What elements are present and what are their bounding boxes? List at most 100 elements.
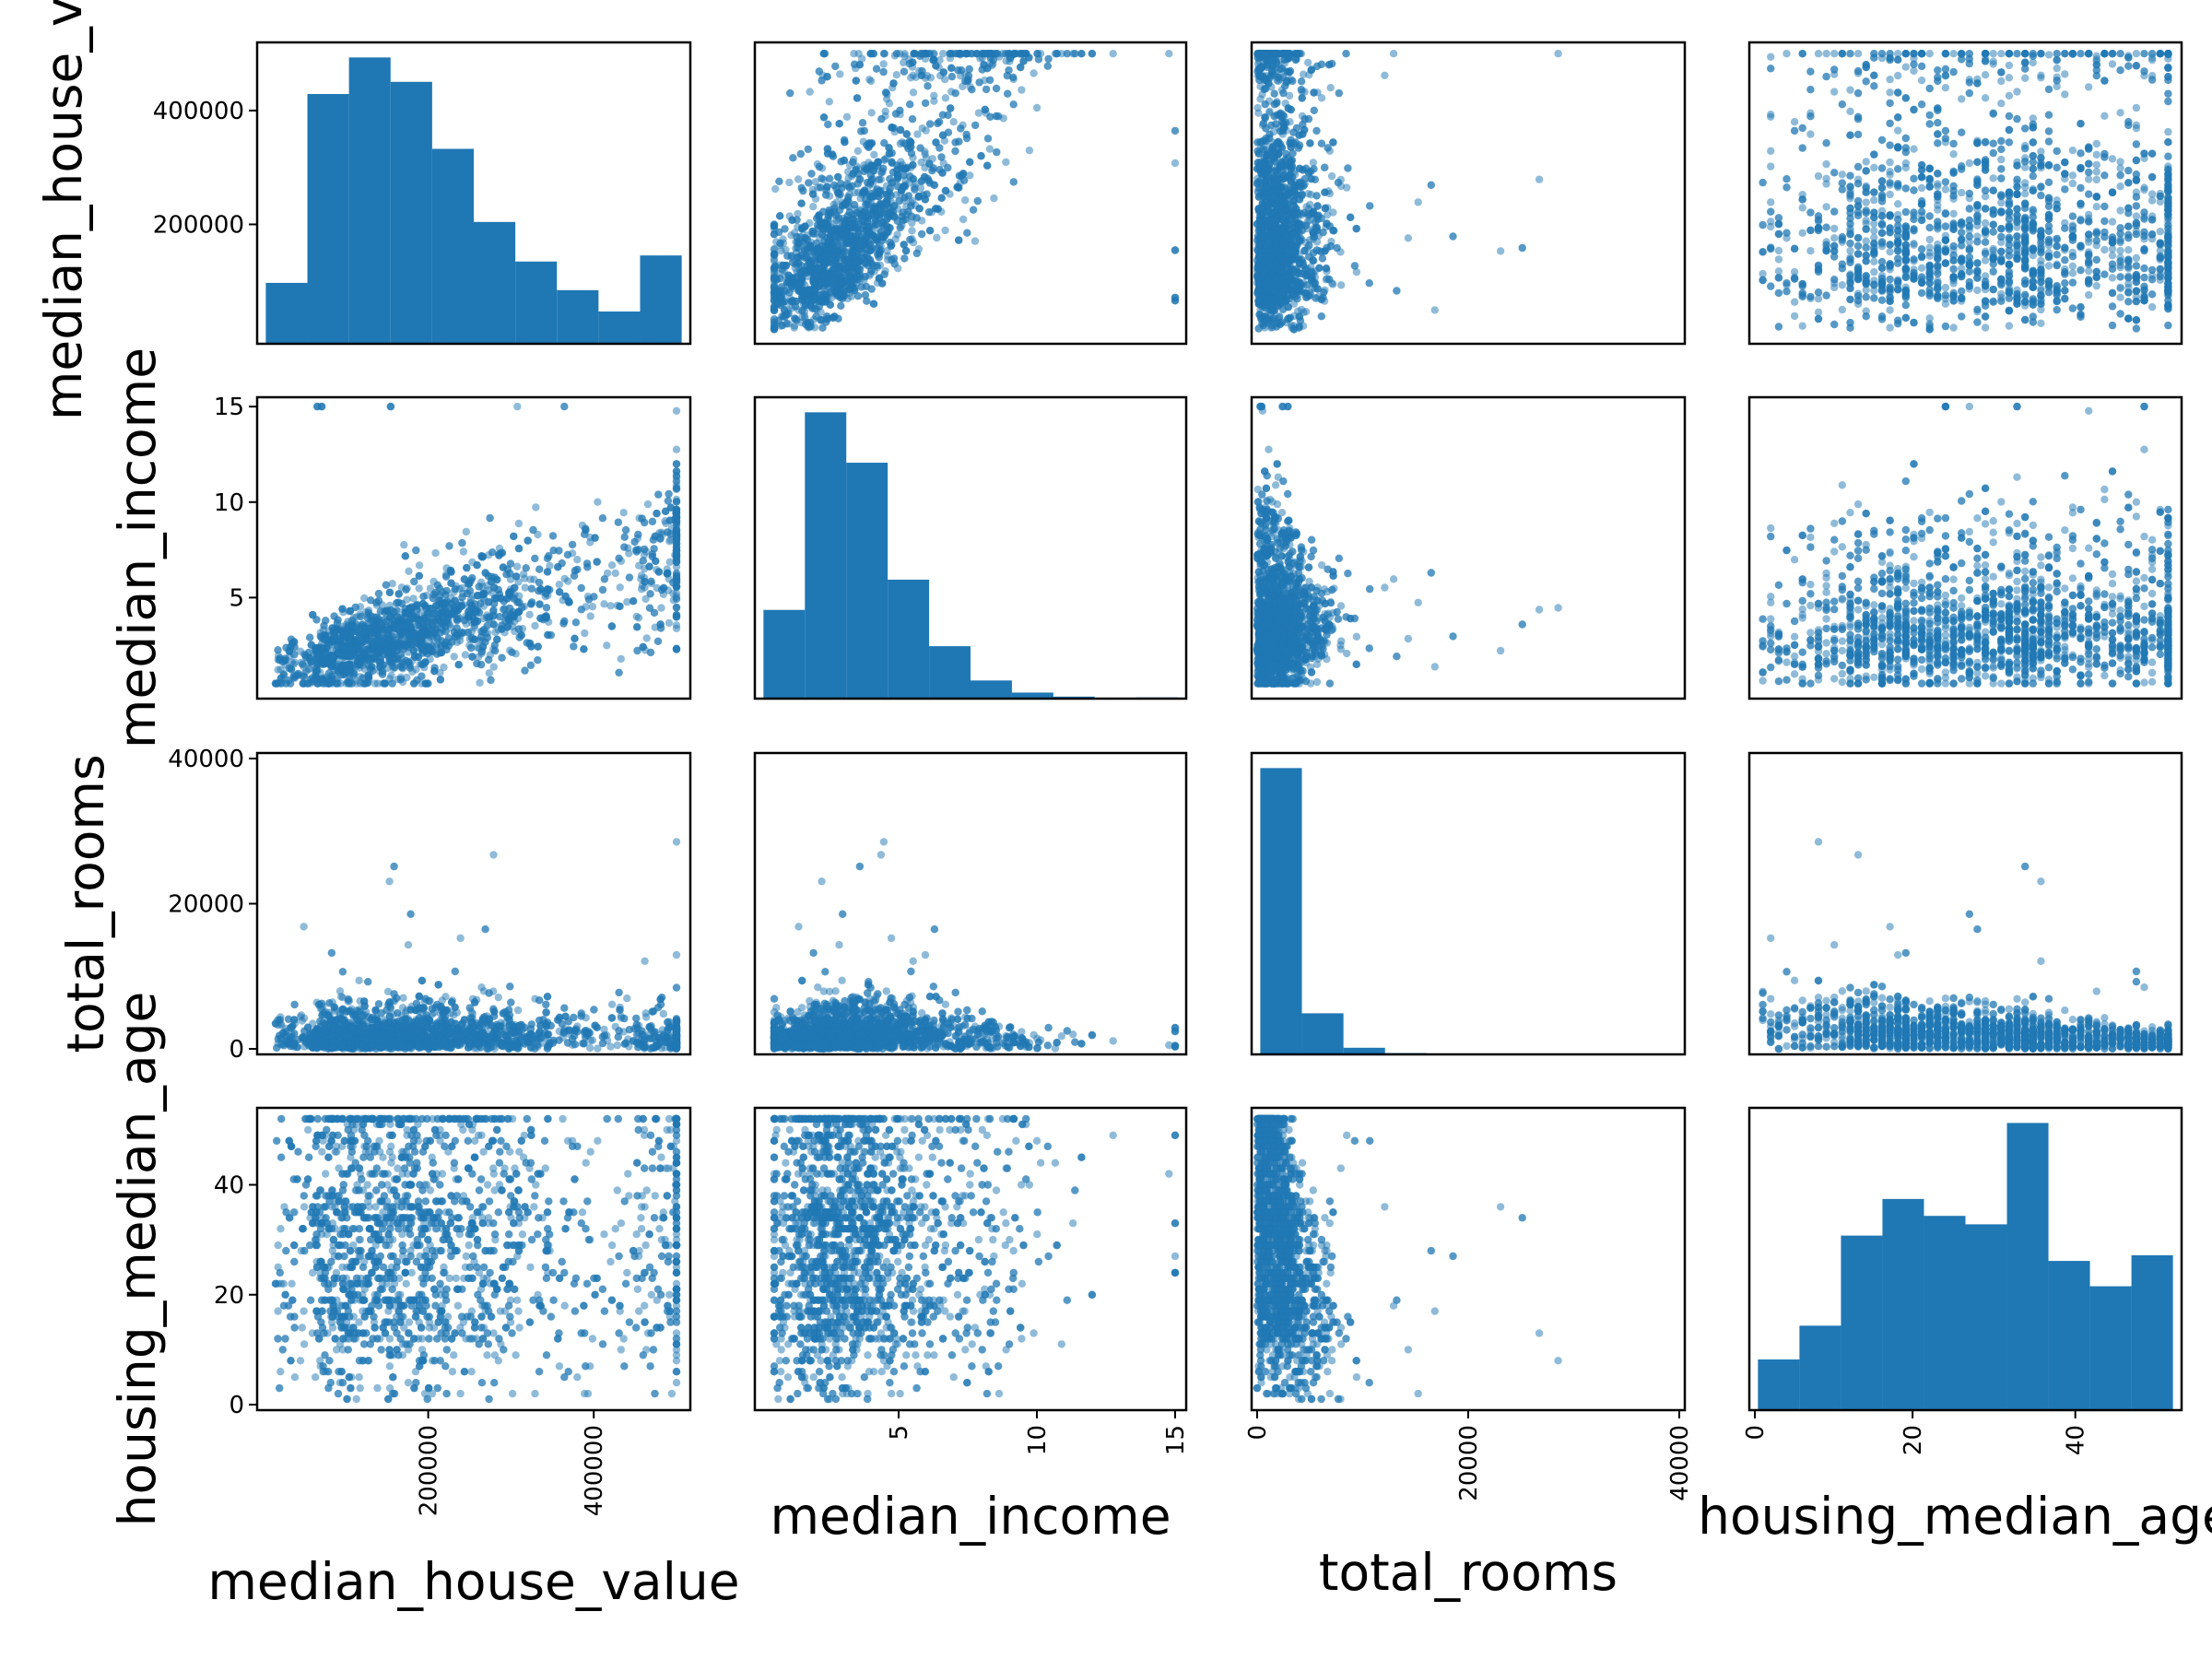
scatter-point bbox=[1053, 50, 1061, 58]
scatter-point bbox=[1304, 169, 1313, 177]
scatter-point bbox=[806, 88, 814, 96]
scatter-point bbox=[947, 104, 955, 112]
scatter-point bbox=[787, 252, 795, 260]
scatter-point bbox=[818, 174, 826, 182]
scatter-point bbox=[930, 97, 938, 105]
scatter-point bbox=[815, 162, 824, 171]
scatter-point bbox=[1282, 78, 1291, 87]
scatter-point bbox=[771, 184, 780, 194]
scatter-point bbox=[888, 124, 896, 132]
scatter-point bbox=[1273, 99, 1281, 108]
scatter-point bbox=[900, 164, 910, 173]
scatter-point bbox=[1319, 229, 1327, 237]
scatter-point bbox=[994, 112, 1003, 121]
scatter-point bbox=[838, 202, 847, 210]
scatter-point bbox=[1295, 141, 1304, 149]
scatter-point bbox=[1009, 73, 1018, 82]
scatter-point bbox=[951, 88, 959, 98]
scatter-point bbox=[1535, 175, 1544, 183]
scatter-point bbox=[804, 145, 812, 154]
scatter-point bbox=[782, 311, 791, 319]
scatter-point bbox=[1009, 100, 1018, 109]
scatter-point bbox=[867, 139, 877, 147]
scatter-point bbox=[938, 111, 947, 119]
scatter-point bbox=[1262, 312, 1270, 321]
scatter-point bbox=[955, 183, 963, 192]
scatter-point bbox=[1329, 208, 1337, 217]
scatter-point bbox=[1335, 88, 1344, 98]
scatter-point bbox=[986, 112, 994, 121]
scatter-point bbox=[1427, 181, 1436, 189]
scatter-point bbox=[853, 273, 862, 281]
scatter-point bbox=[899, 182, 908, 191]
scatter-point bbox=[793, 232, 801, 241]
scatter-point bbox=[906, 100, 914, 109]
scatter-point bbox=[1352, 267, 1361, 276]
scatter-point bbox=[888, 159, 896, 167]
scatter-point bbox=[1256, 95, 1265, 103]
hist-bar bbox=[473, 221, 516, 344]
scatter-point bbox=[955, 236, 963, 244]
scatter-point bbox=[940, 76, 949, 84]
scatter-point bbox=[828, 150, 837, 159]
scatter-point bbox=[1273, 297, 1282, 305]
scatter-point bbox=[902, 130, 911, 138]
scatter-point bbox=[1309, 249, 1318, 257]
hist-bar bbox=[390, 81, 432, 344]
scatter-point bbox=[934, 119, 942, 128]
scatter-point bbox=[820, 277, 830, 286]
scatter-point bbox=[977, 152, 985, 160]
scatter-point bbox=[966, 158, 974, 166]
scatter-point bbox=[939, 68, 947, 76]
scatter-point bbox=[900, 50, 909, 58]
scatter-point bbox=[896, 223, 904, 232]
scatter-point bbox=[965, 65, 973, 74]
scatter-point bbox=[850, 201, 859, 209]
scatter-point bbox=[1285, 91, 1294, 100]
scatter-point bbox=[852, 76, 860, 85]
scatter-point bbox=[771, 250, 779, 259]
scatter-point bbox=[908, 218, 916, 228]
scatter-point bbox=[928, 166, 936, 175]
scatter-point bbox=[815, 67, 823, 76]
scatter-point bbox=[776, 239, 784, 248]
scatter-point bbox=[1009, 178, 1018, 186]
scatter-point bbox=[1171, 159, 1180, 168]
scatter-point bbox=[813, 265, 821, 273]
scatter-point bbox=[835, 120, 843, 128]
scatter-point bbox=[971, 121, 980, 130]
scatter-point bbox=[867, 266, 876, 275]
scatter-point bbox=[921, 195, 929, 204]
scatter-point bbox=[788, 258, 797, 266]
scatter-point bbox=[770, 325, 779, 334]
scatter-point bbox=[810, 274, 818, 282]
scatter-point bbox=[1019, 57, 1028, 65]
scatter-point bbox=[983, 161, 992, 170]
scatter-point bbox=[1256, 138, 1265, 147]
scatter-point bbox=[1554, 50, 1562, 58]
scatter-point bbox=[907, 202, 915, 210]
scatter-point bbox=[980, 61, 988, 69]
scatter-point bbox=[770, 229, 779, 239]
scatter-point bbox=[969, 206, 978, 214]
scatter-point bbox=[993, 147, 1001, 157]
scatter-point bbox=[900, 139, 909, 147]
scatter-point bbox=[854, 50, 863, 58]
scatter-point bbox=[1109, 50, 1117, 58]
scatter-point bbox=[866, 76, 876, 86]
scatter-point bbox=[909, 160, 917, 170]
scatter-point bbox=[1044, 54, 1053, 64]
scatter-point bbox=[806, 266, 815, 275]
scatter-point bbox=[866, 246, 875, 255]
scatter-point bbox=[1326, 84, 1335, 92]
scatter-point bbox=[791, 314, 799, 323]
scatter-point bbox=[1287, 186, 1295, 194]
scatter-point bbox=[910, 50, 918, 58]
scatter-point bbox=[1253, 103, 1262, 112]
scatter-point bbox=[882, 95, 891, 103]
scatter-point bbox=[895, 196, 903, 206]
scatter-point bbox=[816, 183, 825, 192]
scatter-point bbox=[925, 159, 934, 168]
scatter-point bbox=[893, 174, 901, 182]
